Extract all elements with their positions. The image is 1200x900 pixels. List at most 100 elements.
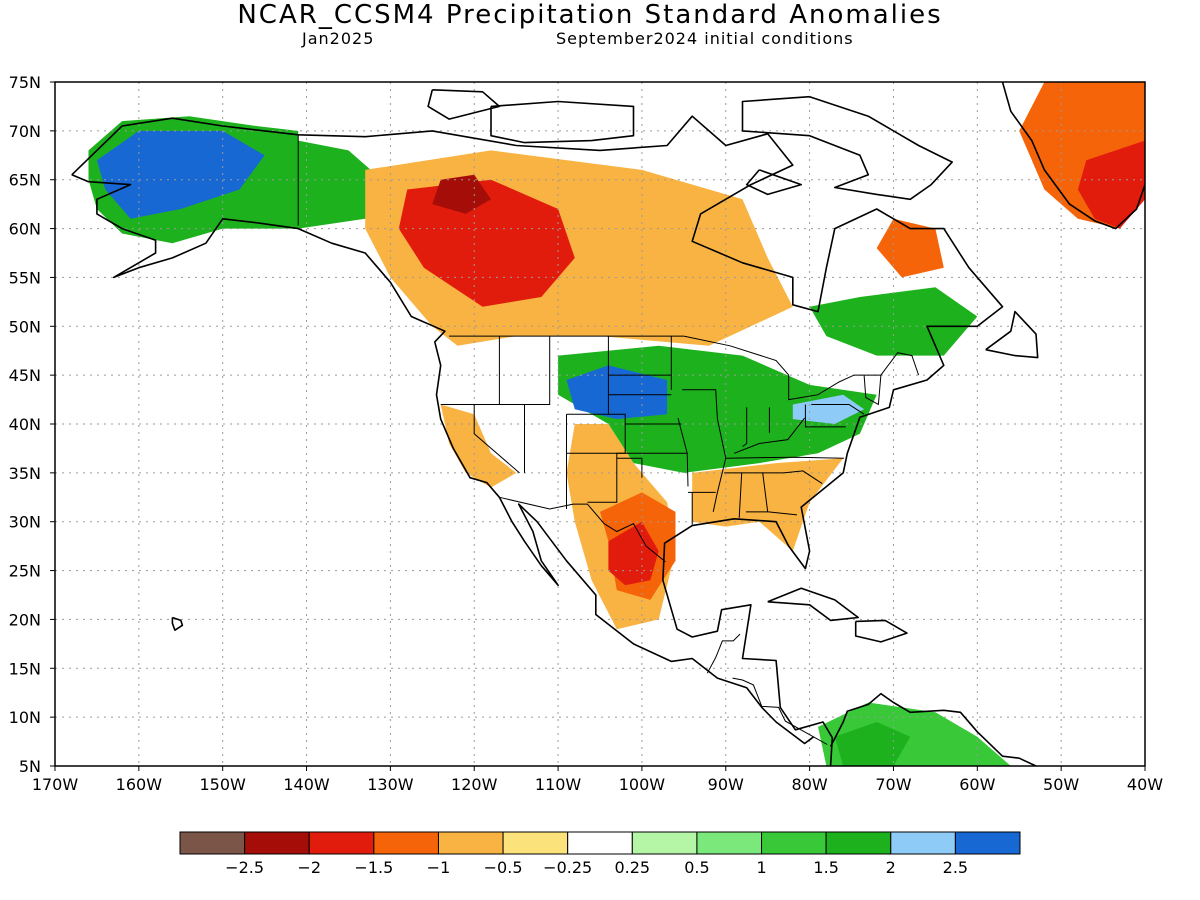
lat-tick-label: 25N <box>9 562 41 581</box>
anomaly-region-greenland-dry-core <box>1077 140 1145 229</box>
map-title: NCAR_CCSM4 Precipitation Standard Anomal… <box>237 0 943 30</box>
lat-tick-label: 35N <box>9 464 41 483</box>
border-us-state-lines-mo <box>677 417 689 487</box>
anomaly-region-western-canada-dry-core <box>398 179 575 307</box>
cuba-coast <box>767 587 860 622</box>
graticule <box>55 82 1145 766</box>
pacific-coast <box>71 174 815 745</box>
initial-conditions: September2024 initial conditions <box>556 29 854 48</box>
border-us-state-lines-four-corners <box>473 404 520 474</box>
lat-tick-label: 60N <box>9 220 41 239</box>
coastlines <box>71 82 1145 766</box>
lon-tick-label: 150W <box>200 775 247 794</box>
longitude-labels: 170W 160W 150W 140W 130W 120W 110W 100W 90W 80W 70… <box>32 766 1163 794</box>
colorbar-swatch <box>179 831 246 855</box>
colorbar-swatch <box>373 831 439 855</box>
colorbar-label: −0.25 <box>543 858 592 877</box>
political-borders <box>297 134 920 745</box>
border-us-state-lines-ny <box>811 404 865 415</box>
anomaly-region-labrador-dry <box>876 218 944 278</box>
newfoundland-coast <box>985 310 1039 359</box>
anomaly-region-california-dry <box>440 404 517 488</box>
colorbar-label: −2.5 <box>225 858 264 877</box>
border-us-state-lines-west <box>440 336 551 405</box>
colorbar-label: −1 <box>427 858 451 877</box>
anomaly-region-pennsylvania-very-wet <box>792 394 865 424</box>
lat-tick-label: 30N <box>9 513 41 532</box>
border-us-state-lines-tn <box>725 456 845 459</box>
south-america-coast <box>829 692 1037 766</box>
colorbar-swatch <box>696 831 763 855</box>
anomaly-region-yukon-wet <box>298 140 382 229</box>
colorbar-label: −1.5 <box>354 858 393 877</box>
latitude-labels: 75N 70N 65N 60N 55N 50N 45N 40N 35N 30N 25N 20N 15N 1… <box>9 73 55 776</box>
colorbar-swatch <box>761 831 827 855</box>
lon-tick-label: 60W <box>959 775 995 794</box>
forecast-month: Jan2025 <box>302 29 375 48</box>
border-central-america-south <box>732 677 828 745</box>
lon-tick-label: 140W <box>283 775 330 794</box>
anomaly-region-south-america-wet-core <box>834 722 911 766</box>
lat-tick-label: 40N <box>9 415 41 434</box>
colorbar-swatch <box>631 831 698 855</box>
border-us-state-lines-ohio <box>742 407 748 447</box>
colorbar-swatch <box>954 831 1021 855</box>
lat-tick-label: 45N <box>9 366 41 385</box>
lat-tick-label: 10N <box>9 708 41 727</box>
border-central-america-north <box>706 633 741 674</box>
anomaly-region-mexico-dry-core <box>608 521 659 586</box>
border-us-state-lines-pa <box>804 404 846 428</box>
colorbar-swatch <box>567 831 633 855</box>
lat-tick-label: 20N <box>9 610 41 629</box>
lon-tick-label: 100W <box>619 775 666 794</box>
anomaly-region-southeast-dry <box>692 458 844 551</box>
greenland-coast <box>1001 82 1145 230</box>
colorbar-label: 0.25 <box>614 858 650 877</box>
border-us-state-lines-new-england <box>863 375 882 406</box>
southampton-island-coast <box>745 169 803 196</box>
colorbar-swatch <box>890 831 956 855</box>
border-us-canada-east <box>683 335 920 401</box>
lat-tick-label: 75N <box>9 73 41 92</box>
lon-tick-label: 40W <box>1127 775 1163 794</box>
lon-tick-label: 130W <box>367 775 414 794</box>
border-us-state-lines-mississippi <box>682 389 727 513</box>
colorbar-label: −0.5 <box>484 858 523 877</box>
colorbar-swatch <box>825 831 892 855</box>
colorbar-swatch <box>308 831 375 855</box>
anomaly-shading <box>88 82 1145 766</box>
victoria-island-coast <box>490 100 635 144</box>
border-us-state-lines-nm-tx <box>587 453 618 503</box>
lon-tick-label: 70W <box>875 775 911 794</box>
lon-tick-label: 160W <box>116 775 163 794</box>
lat-tick-label: 50N <box>9 317 41 336</box>
colorbar-label: 0.5 <box>684 858 709 877</box>
lat-tick-label: 5N <box>19 757 41 776</box>
lon-tick-label: 50W <box>1043 775 1079 794</box>
baffin-island-coast <box>741 95 954 201</box>
colorbar-label: 2 <box>886 858 896 877</box>
hawaii-coast <box>171 616 184 632</box>
lat-tick-label: 70N <box>9 122 41 141</box>
lat-tick-label: 65N <box>9 171 41 190</box>
lon-tick-label: 110W <box>535 775 582 794</box>
colorbar-label: −2 <box>297 858 321 877</box>
lon-tick-label: 80W <box>792 775 828 794</box>
colorbar-swatch <box>244 831 310 855</box>
border-us-mexico <box>499 496 666 563</box>
lon-tick-label: 90W <box>708 775 744 794</box>
colorbar-label: 1 <box>756 858 766 877</box>
colorbar-swatch <box>502 831 569 855</box>
north-america-coast <box>71 115 1004 766</box>
color-scale-legend: −2.5 −2 −1.5 −1 −0.5 −0.25 0.25 0.5 1 1.5 2 2.5 <box>179 831 1021 877</box>
hispaniola-coast <box>854 619 908 643</box>
anomaly-region-nwt-dry-max <box>432 174 491 214</box>
border-us-state-lines-ms-al <box>738 472 743 518</box>
colorbar-swatch <box>437 831 504 855</box>
colorbar-label: 2.5 <box>943 858 968 877</box>
colorbar-label: 1.5 <box>813 858 838 877</box>
lon-tick-label: 120W <box>451 775 498 794</box>
border-us-state-lines-rockies <box>498 336 525 473</box>
lon-tick-label: 170W <box>32 775 79 794</box>
